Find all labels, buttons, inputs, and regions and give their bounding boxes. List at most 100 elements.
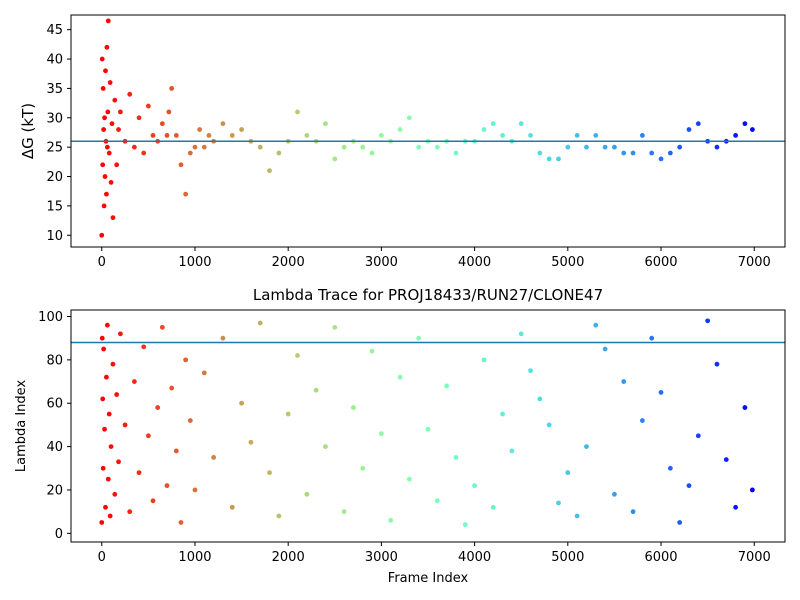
- bottom-data-point: [695, 433, 701, 439]
- top-data-point: [546, 156, 552, 162]
- top-data-point: [99, 56, 105, 62]
- top-data-point: [341, 144, 347, 150]
- top-data-point: [749, 127, 755, 132]
- bottom-data-point: [444, 383, 450, 389]
- bottom-data-point: [574, 513, 580, 519]
- bottom-data-point: [397, 374, 403, 380]
- top-data-point: [323, 121, 328, 127]
- bottom-data-point: [406, 476, 412, 482]
- bottom-y-axis-label: Lambda Index: [14, 380, 29, 473]
- top-data-point: [695, 121, 701, 127]
- top-x-tick-label: 1000: [178, 255, 211, 270]
- top-data-point: [159, 121, 165, 127]
- top-data-point: [192, 144, 198, 150]
- bottom-data-point: [220, 335, 226, 341]
- bottom-data-point: [416, 335, 422, 341]
- top-x-tick-label: 7000: [738, 255, 771, 270]
- bottom-data-point: [490, 504, 496, 510]
- bottom-data-point: [705, 318, 711, 324]
- bottom-y-tick-label: 80: [46, 353, 63, 368]
- bottom-data-point: [518, 331, 524, 337]
- bottom-y-tick-label: 20: [46, 483, 63, 498]
- top-data-point: [574, 133, 580, 138]
- bottom-data-point: [537, 396, 543, 402]
- top-data-point: [105, 109, 111, 115]
- top-data-point: [110, 215, 116, 221]
- bottom-data-point: [462, 522, 468, 528]
- bottom-data-point: [99, 335, 105, 341]
- top-data-point: [112, 97, 118, 103]
- top-data-point: [257, 144, 263, 150]
- top-data-point: [667, 150, 673, 156]
- bottom-data-point: [164, 483, 170, 489]
- top-data-point: [100, 86, 106, 91]
- top-data-point: [108, 179, 114, 185]
- x-axis-label: Frame Index: [388, 571, 469, 586]
- bottom-data-point: [714, 361, 720, 367]
- bottom-data-point: [229, 504, 235, 510]
- bottom-y-ticks: 0 20 40 60 80 100: [38, 310, 71, 542]
- bottom-data-point: [658, 389, 664, 395]
- top-x-tick-label: 5000: [551, 255, 584, 270]
- top-data-point: [677, 144, 683, 150]
- top-data-point: [416, 144, 422, 150]
- top-y-tick-label: 10: [46, 229, 63, 244]
- top-axes-frame: [70, 14, 786, 248]
- bottom-data-point: [500, 411, 505, 417]
- top-data-point: [127, 91, 133, 97]
- bottom-data-point: [369, 348, 375, 354]
- top-x-ticks: 0 1000 2000 3000 4000 5000 6000 7000: [98, 247, 771, 270]
- top-subplot: 0 1000 2000 3000 4000 5000 6000 7000 10 15 20 25 30…: [19, 14, 786, 270]
- top-data-point: [528, 133, 533, 138]
- top-points-layer: [99, 18, 755, 238]
- bottom-data-point: [556, 500, 561, 506]
- bottom-data-point: [602, 346, 608, 352]
- top-plot-area: [71, 15, 785, 247]
- top-y-tick-label: 35: [46, 82, 63, 97]
- top-data-point: [378, 133, 384, 138]
- top-data-point: [714, 144, 720, 150]
- bottom-data-point: [118, 331, 123, 337]
- top-y-ticks: 10 15 20 25 30 35 40 45: [46, 23, 71, 244]
- bottom-data-point: [584, 444, 589, 449]
- bottom-data-point: [187, 418, 193, 423]
- bottom-data-point: [150, 498, 156, 504]
- bottom-data-point: [211, 455, 217, 460]
- bottom-data-point: [145, 433, 151, 439]
- bottom-data-point: [332, 324, 338, 330]
- bottom-data-point: [378, 431, 384, 436]
- top-data-point: [183, 191, 189, 197]
- top-data-point: [103, 68, 108, 74]
- bottom-data-point: [239, 400, 244, 406]
- bottom-data-point: [122, 422, 128, 428]
- top-data-point: [178, 162, 184, 168]
- top-data-point: [131, 144, 137, 150]
- top-data-point: [406, 115, 412, 121]
- top-data-point: [116, 127, 121, 132]
- bottom-y-tick-label: 0: [55, 527, 63, 542]
- top-data-point: [649, 150, 655, 156]
- bottom-data-point: [108, 444, 114, 449]
- top-y-tick-label: 25: [46, 141, 63, 156]
- bottom-y-tick-label: 40: [46, 440, 63, 455]
- bottom-data-point: [100, 396, 106, 402]
- bottom-data-point: [100, 465, 106, 471]
- bottom-data-point: [116, 459, 121, 465]
- bottom-data-point: [630, 509, 636, 515]
- bottom-data-point: [472, 483, 478, 489]
- bottom-data-point: [686, 483, 692, 489]
- top-data-point: [106, 150, 112, 156]
- top-data-point: [565, 144, 571, 150]
- top-data-point: [166, 109, 172, 115]
- bottom-subplot: Lambda Trace for PROJ18433/RUN27/CLONE47…: [14, 286, 786, 586]
- top-data-point: [136, 115, 142, 121]
- top-data-point: [104, 191, 109, 197]
- top-data-point: [145, 103, 151, 109]
- bottom-x-tick-label: 2000: [272, 550, 305, 565]
- bottom-data-point: [136, 470, 142, 476]
- top-y-tick-label: 30: [46, 111, 63, 126]
- bottom-data-point: [192, 487, 198, 493]
- top-data-point: [102, 174, 108, 179]
- bottom-data-point: [141, 344, 147, 350]
